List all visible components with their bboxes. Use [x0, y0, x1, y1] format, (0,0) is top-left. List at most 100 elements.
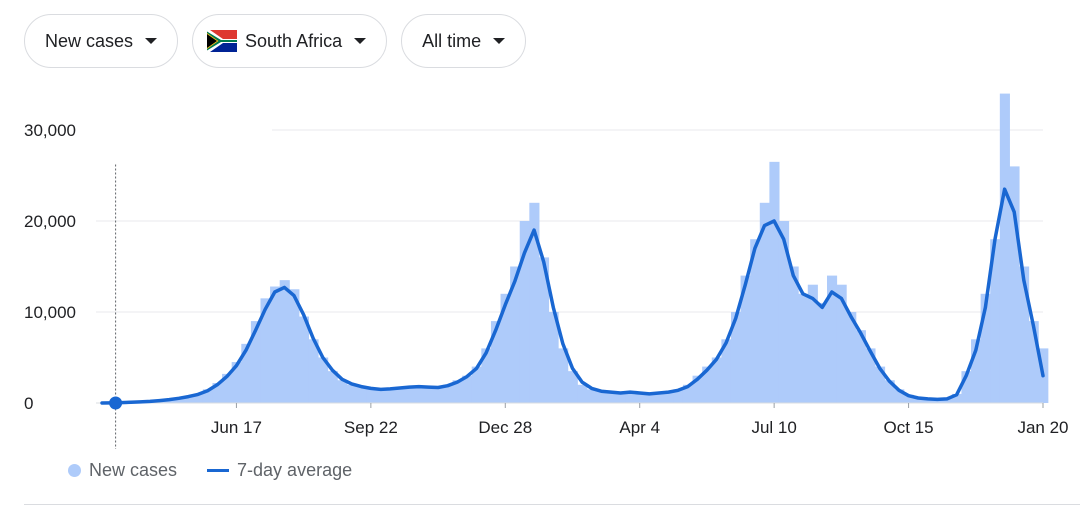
bar [644, 392, 655, 403]
bar [682, 384, 694, 403]
y-tick-label: 10,000 [24, 303, 76, 322]
chart-legend: New cases 7-day average [68, 460, 352, 481]
bar [174, 398, 185, 403]
bar [913, 397, 924, 403]
bar [346, 384, 358, 403]
south-africa-flag-icon [207, 30, 238, 52]
bar [730, 312, 742, 403]
chevron-down-icon [354, 38, 367, 44]
y-tick-label: 20,000 [24, 212, 76, 231]
bar [798, 293, 809, 403]
bar [875, 366, 886, 403]
bar [1009, 166, 1020, 403]
bar [548, 312, 559, 403]
bar [260, 298, 271, 403]
bar [951, 393, 962, 403]
bar [1028, 321, 1039, 403]
bar [471, 366, 482, 403]
bar [721, 339, 732, 403]
bar [836, 284, 847, 403]
bar [202, 389, 213, 403]
average-line [100, 187, 1045, 405]
cursor-point [109, 396, 123, 410]
y-tick-label: 30,000 [24, 121, 76, 140]
bar [942, 398, 953, 403]
bar [971, 339, 982, 403]
bar [999, 93, 1010, 403]
bar [442, 384, 454, 403]
bar [606, 392, 617, 403]
legend-average: 7-day average [237, 460, 353, 480]
x-tick-label: Oct 15 [884, 418, 934, 437]
bar [961, 371, 972, 403]
bar [423, 386, 434, 403]
bar [452, 380, 463, 403]
bar [807, 284, 818, 403]
bar [298, 316, 309, 403]
bar [990, 239, 1001, 403]
y-tick-label: 0 [24, 394, 33, 413]
bar [529, 202, 540, 403]
cases-chart[interactable]: 0 10,000 20,000 30,000 Jun 17 Sep 22 Dec 28 Apr… [0, 80, 1080, 450]
bar [558, 348, 569, 403]
filter-bar: New cases South Africa All time [24, 14, 527, 68]
bar [711, 357, 722, 403]
bar [318, 357, 329, 403]
x-tick-label: Apr 4 [619, 418, 660, 437]
bar [846, 312, 857, 403]
bar [596, 391, 607, 403]
bar [855, 330, 866, 403]
bar [183, 396, 194, 403]
metric-dropdown[interactable]: New cases [24, 14, 179, 68]
bar [404, 386, 415, 403]
bar [356, 386, 367, 403]
bar [327, 371, 338, 403]
bar [673, 389, 684, 403]
bar [500, 293, 511, 403]
bar [663, 391, 674, 403]
bar [490, 321, 502, 403]
bar [1019, 266, 1030, 403]
bar [788, 266, 799, 403]
x-tick-label: Jun 17 [211, 418, 262, 437]
bar [702, 366, 713, 403]
location-dropdown-label: South Africa [245, 30, 343, 51]
bar [865, 348, 876, 403]
bar [193, 393, 204, 403]
bar [270, 286, 281, 403]
bar [481, 348, 492, 403]
bar [769, 161, 780, 403]
bar [308, 339, 319, 403]
bar [510, 266, 521, 403]
bar [519, 221, 530, 403]
legend-bar-swatch [68, 464, 81, 477]
bar [654, 392, 665, 403]
bar [980, 293, 991, 403]
bar [231, 362, 242, 403]
bar [615, 392, 626, 403]
time-range-dropdown[interactable]: All time [401, 14, 527, 68]
bar [222, 373, 233, 403]
bar [337, 380, 348, 403]
bar [894, 389, 905, 403]
bar [740, 275, 751, 403]
bar [212, 382, 223, 403]
bar [827, 275, 838, 403]
divider [24, 504, 1080, 505]
bar [567, 371, 578, 403]
bar [433, 387, 444, 403]
bar [366, 388, 377, 403]
x-tick-label: Jan 20 [1017, 418, 1068, 437]
bar [577, 384, 588, 403]
bar [164, 399, 175, 403]
bar [692, 375, 703, 403]
location-dropdown[interactable]: South Africa [192, 14, 388, 68]
bar [625, 391, 636, 403]
bar [289, 289, 300, 403]
bar [817, 302, 828, 403]
bar [750, 239, 761, 403]
bar [462, 375, 473, 403]
x-tick-label: Jul 10 [751, 418, 796, 437]
time-range-dropdown-label: All time [422, 30, 482, 51]
tooltip-blank [96, 120, 272, 196]
